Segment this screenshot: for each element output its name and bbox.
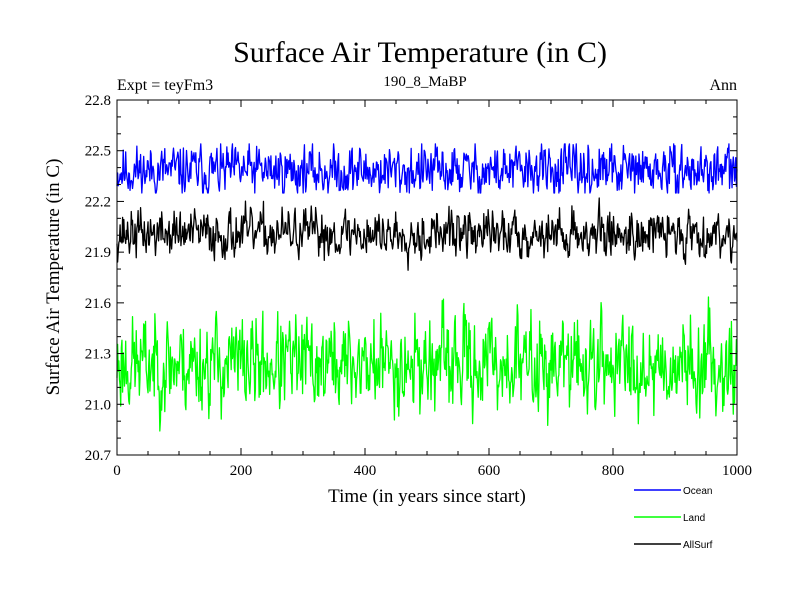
x-tick-label: 0 <box>113 463 121 479</box>
y-tick-label: 21.0 <box>85 397 111 413</box>
legend-label-allsurf: AllSurf <box>683 540 713 551</box>
legend-label-ocean: Ocean <box>683 486 712 497</box>
y-axis-label: Surface Air Temperature (in C) <box>43 159 64 396</box>
plot-series-group <box>117 144 737 431</box>
series-line-ocean <box>117 144 737 193</box>
x-tick-label: 600 <box>478 463 501 479</box>
x-tick-label: 200 <box>230 463 253 479</box>
y-tick-label: 22.2 <box>85 194 111 210</box>
y-tick-label: 21.9 <box>85 245 111 261</box>
chart: Surface Air Temperature (in C) 190_8_MaB… <box>0 0 800 600</box>
y-tick-label: 20.7 <box>85 448 112 464</box>
y-tick-label: 21.6 <box>85 296 112 312</box>
season-label: Ann <box>709 77 737 94</box>
y-tick-label: 21.3 <box>85 347 111 363</box>
y-tick-label: 22.5 <box>85 144 111 160</box>
x-tick-label: 400 <box>354 463 377 479</box>
series-line-land <box>117 297 737 431</box>
experiment-label: Expt = teyFm3 <box>117 77 213 94</box>
series-line-allsurf <box>117 198 737 270</box>
y-tick-label: 22.8 <box>85 93 111 109</box>
x-tick-label: 800 <box>602 463 625 479</box>
legend: Ocean Land AllSurf <box>634 486 713 551</box>
chart-subtitle: 190_8_MaBP <box>383 74 466 90</box>
x-axis-label: Time (in years since start) <box>328 486 526 507</box>
x-tick-label: 1000 <box>722 463 752 479</box>
chart-title: Surface Air Temperature (in C) <box>233 36 607 69</box>
legend-label-land: Land <box>683 513 705 524</box>
